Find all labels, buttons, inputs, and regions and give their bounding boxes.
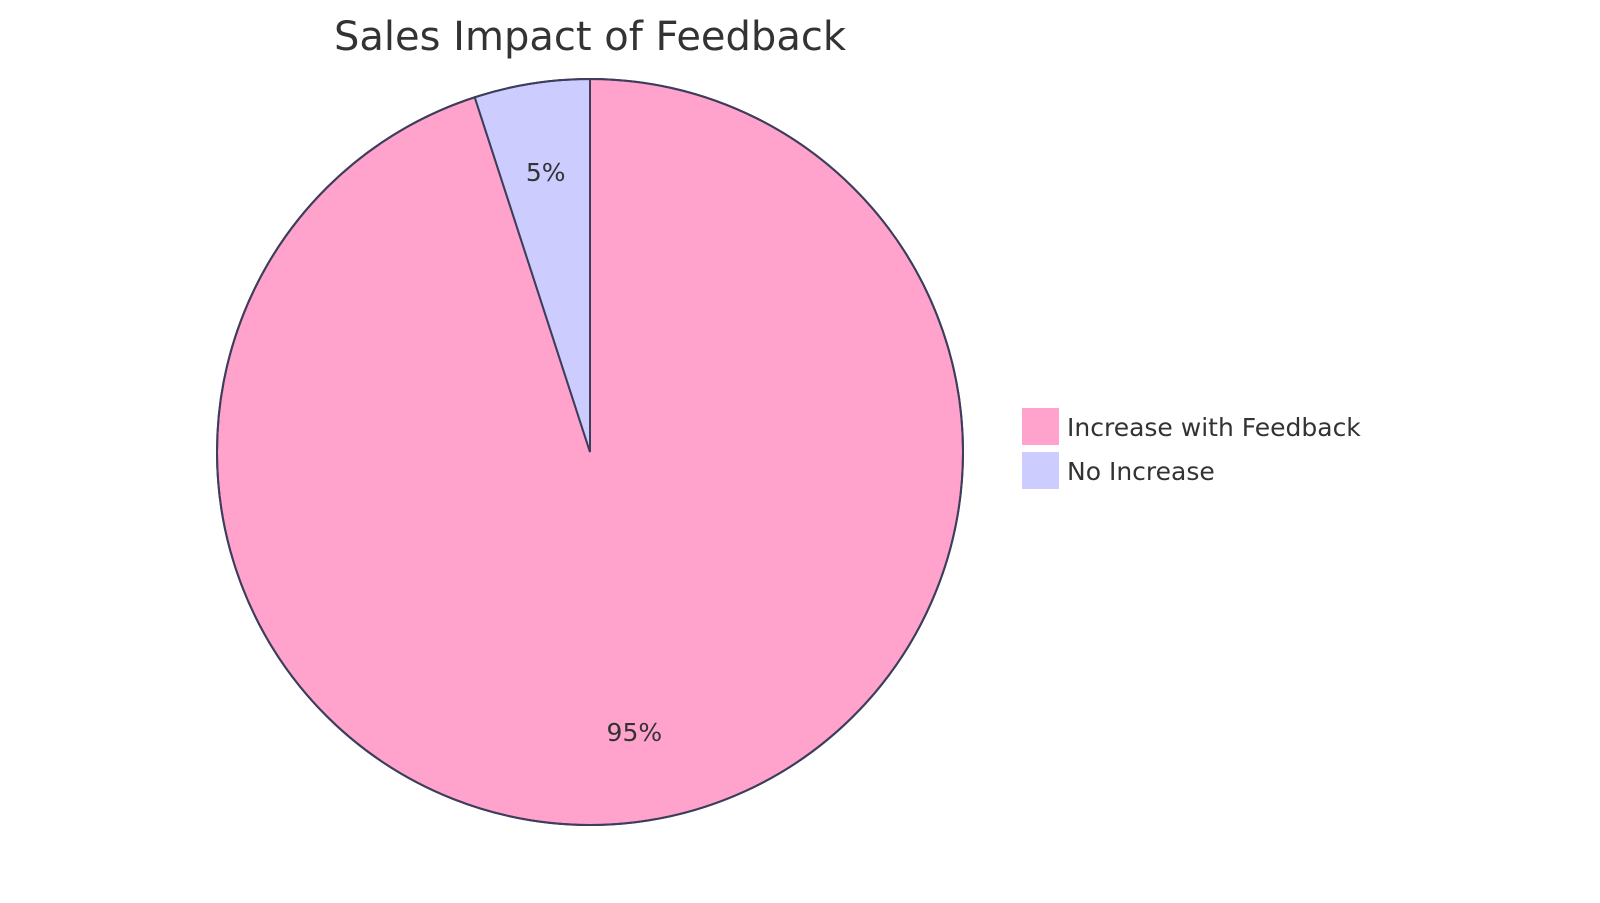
legend-label: Increase with Feedback [1067,413,1361,442]
pie-slice-label: 95% [607,718,663,747]
legend-swatch [1022,452,1059,489]
chart-title: Sales Impact of Feedback [334,14,847,60]
pie-slice-labels: 95% 5% [526,158,662,747]
chart-legend: Increase with Feedback No Increase [1022,408,1361,489]
pie-slices [216,77,964,826]
legend-swatch [1022,408,1059,445]
legend-label: No Increase [1067,457,1215,486]
pie-outline [216,78,964,826]
pie-slice-label: 5% [526,158,566,187]
